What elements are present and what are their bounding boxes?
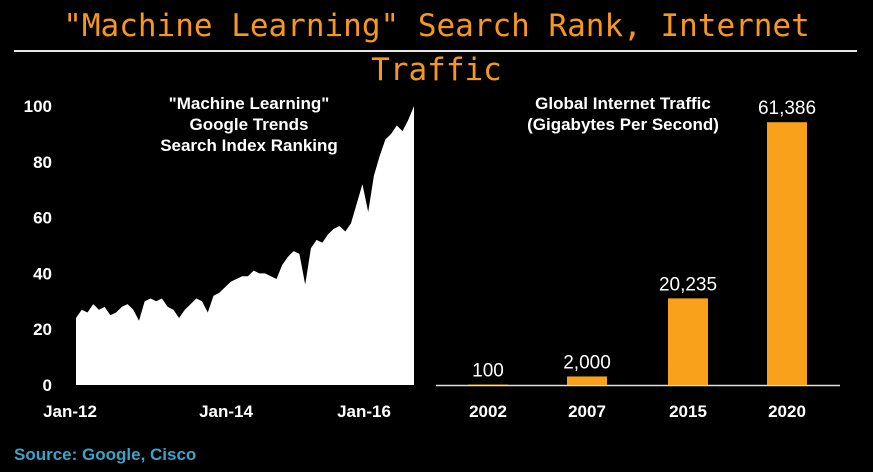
bar-2002 [468,384,508,385]
bar-category-label: 2015 [669,402,707,421]
chart-title-line: (Gigabytes Per Second) [527,115,719,134]
left-y-axis: 0 20 40 60 80 100 [24,97,52,395]
y-tick-label: 100 [24,97,52,116]
chart-title-line: "Machine Learning" [169,94,330,113]
traffic-bars: 100 2002 2,000 2007 20,235 2015 61,386 2020 [468,98,816,421]
source-note: Source: Google, Cisco [14,445,197,464]
title-divider [14,50,857,52]
x-tick-label: Jan-16 [337,402,391,421]
bar-value-label: 100 [472,361,504,382]
x-tick-label: Jan-14 [199,402,253,421]
bar-2007 [567,376,607,385]
left-x-axis: Jan-12 Jan-14 Jan-16 [43,402,391,421]
y-tick-label: 0 [43,376,52,395]
chart-title-line: Global Internet Traffic [535,94,711,113]
search-index-chart: "Machine Learning" Google Trends Search In… [24,94,414,421]
chart-title-line: Search Index Ranking [160,136,338,155]
bar-value-label: 61,386 [758,98,816,119]
bar-value-label: 20,235 [659,274,717,295]
y-tick-label: 60 [33,209,52,228]
page-title: "Machine Learning" Search Rank, Internet… [63,8,810,88]
bar-2020 [767,122,807,385]
bar-2015 [668,298,708,385]
bar-category-label: 2007 [568,402,606,421]
y-tick-label: 40 [33,264,52,283]
bar-value-label: 2,000 [563,352,611,373]
chart-title-line: Google Trends [189,115,308,134]
x-tick-label: Jan-12 [43,402,97,421]
y-tick-label: 80 [33,153,52,172]
left-chart-title: "Machine Learning" Google Trends Search In… [160,94,338,155]
bar-category-label: 2020 [768,402,806,421]
y-tick-label: 20 [33,320,52,339]
bar-category-label: 2002 [469,402,507,421]
search-index-area [76,106,414,385]
internet-traffic-chart: Global Internet Traffic (Gigabytes Per Se… [436,94,840,421]
right-chart-title: Global Internet Traffic (Gigabytes Per Se… [527,94,719,134]
